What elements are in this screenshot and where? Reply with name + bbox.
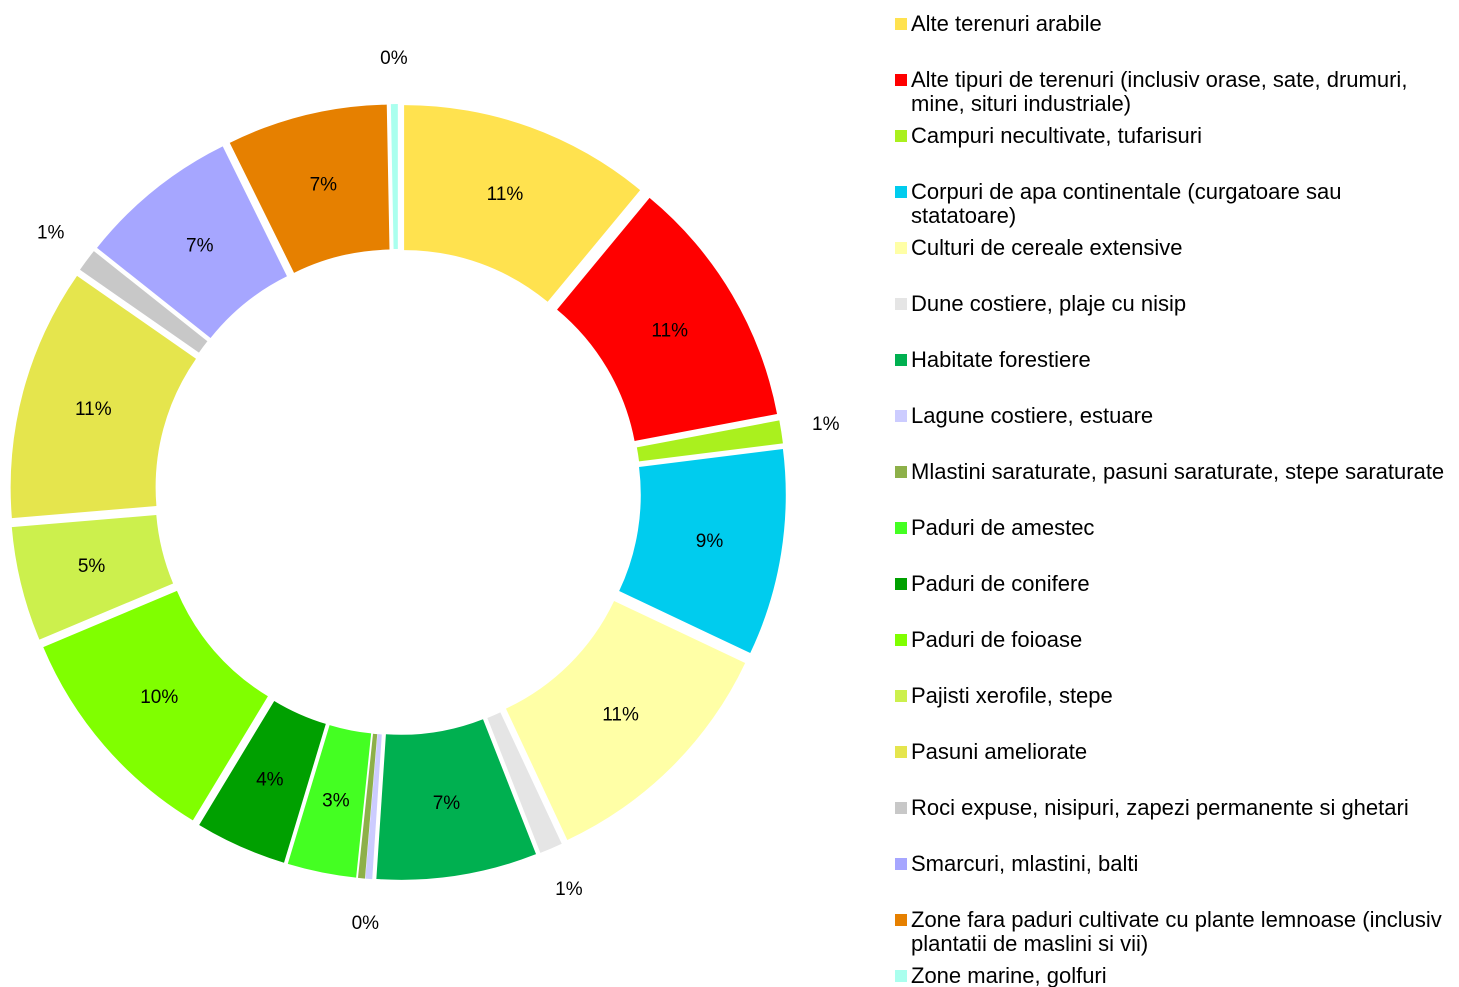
legend-label: Habitate forestiere [911, 347, 1091, 372]
donut-segment [636, 420, 783, 462]
donut-segment [11, 515, 174, 640]
data-label: 11% [651, 321, 688, 342]
legend-entry: Campuri necultivate, tufarisuri [895, 124, 1450, 148]
legend-entry: Habitate forestiere [895, 348, 1450, 372]
legend-swatch [895, 410, 907, 422]
donut: 11% 11% 1% 9% 11% 1% 7% 0% 3% 4% 10% 5% 11% 1% 7% 7% 0% [10, 48, 840, 934]
data-label: 3% [322, 790, 350, 811]
donut-segment [10, 275, 197, 519]
legend-swatch [895, 746, 907, 758]
legend-swatch [895, 858, 907, 870]
legend-label: Lagune costiere, estuare [911, 403, 1154, 428]
legend-label: Dune costiere, plaje cu nisip [911, 291, 1187, 316]
legend-label: Roci expuse, nisipuri, zapezi permanente… [911, 795, 1409, 820]
donut-segment [487, 712, 562, 853]
data-label: 1% [37, 222, 65, 243]
data-label: 5% [78, 556, 106, 577]
legend-swatch [895, 186, 907, 198]
legend-label: Corpuri de apa continentale (curgatoare … [911, 179, 1342, 228]
data-label: 7% [310, 174, 338, 195]
donut-segment [619, 449, 786, 654]
legend-swatch [895, 354, 907, 366]
donut-segment [376, 719, 537, 880]
legend-label: Culturi de cereale extensive [911, 235, 1183, 260]
data-label: 11% [487, 184, 524, 205]
legend-entry: Alte terenuri arabile [895, 12, 1450, 36]
legend-swatch [895, 130, 907, 142]
legend-entry: Paduri de foioase [895, 628, 1450, 652]
legend-label: Paduri de conifere [911, 571, 1090, 596]
donut-segment [357, 733, 378, 879]
data-label: 10% [140, 687, 178, 708]
data-label: 1% [555, 879, 583, 900]
donut-segment [390, 104, 398, 250]
donut-segment [365, 734, 382, 880]
legend-entry: Alte tipuri de terenuri (inclusiv orase,… [895, 68, 1450, 116]
legend-entry: Pasuni ameliorate [895, 740, 1450, 764]
donut-segment [505, 600, 746, 840]
legend-label: Pasuni ameliorate [911, 739, 1088, 764]
data-label: 1% [812, 414, 840, 435]
legend-swatch [895, 298, 907, 310]
data-label: 0% [352, 913, 380, 934]
legend-swatch [895, 74, 907, 86]
donut-segment [79, 251, 208, 353]
legend-label: Alte tipuri de terenuri (inclusiv orase,… [911, 67, 1408, 116]
legend-entry: Culturi de cereale extensive [895, 236, 1450, 260]
legend-label: Paduri de foioase [911, 627, 1083, 652]
data-label: 7% [186, 236, 214, 257]
legend-entry: Dune costiere, plaje cu nisip [895, 292, 1450, 316]
legend-swatch [895, 690, 907, 702]
legend-entry: Roci expuse, nisipuri, zapezi permanente… [895, 796, 1450, 820]
legend-swatch [895, 18, 907, 30]
legend-label: Paduri de amestec [911, 515, 1095, 540]
data-label: 9% [696, 531, 724, 552]
legend-swatch [895, 466, 907, 478]
legend-swatch [895, 970, 907, 982]
legend-label: Smarcuri, mlastini, balti [911, 851, 1139, 876]
legend-label: Pajisti xerofile, stepe [911, 683, 1113, 708]
legend-swatch [895, 914, 907, 926]
data-label: 11% [602, 705, 639, 726]
legend-label: Alte terenuri arabile [911, 11, 1102, 36]
donut-segment [43, 590, 268, 821]
legend-swatch [895, 802, 907, 814]
legend-label: Zone marine, golfuri [911, 963, 1107, 987]
legend-entry: Corpuri de apa continentale (curgatoare … [895, 180, 1450, 228]
donut-segment [404, 105, 641, 302]
legend-entry: Lagune costiere, estuare [895, 404, 1450, 428]
donut-segment [287, 725, 372, 878]
legend-entry: Pajisti xerofile, stepe [895, 684, 1450, 708]
legend-entry: Paduri de conifere [895, 572, 1450, 596]
legend-swatch [895, 578, 907, 590]
legend-label: Zone fara paduri cultivate cu plante lem… [911, 907, 1442, 956]
legend-swatch [895, 242, 907, 254]
donut-segment [557, 197, 778, 441]
data-label: 0% [380, 48, 408, 69]
data-label: 7% [433, 793, 461, 814]
legend-entry: Smarcuri, mlastini, balti [895, 852, 1450, 876]
donut-segment [97, 146, 287, 339]
data-label: 11% [75, 399, 112, 420]
donut-segment [229, 104, 390, 273]
donut-segment [199, 700, 326, 863]
legend-entry: Mlastini saraturate, pasuni saraturate, … [895, 460, 1450, 484]
legend-entry: Zone fara paduri cultivate cu plante lem… [895, 908, 1450, 956]
data-label: 4% [256, 769, 284, 790]
legend-swatch [895, 634, 907, 646]
legend-label: Mlastini saraturate, pasuni saraturate, … [911, 459, 1445, 484]
legend-label: Campuri necultivate, tufarisuri [911, 123, 1203, 148]
legend-swatch [895, 522, 907, 534]
legend-entry: Zone marine, golfuri [895, 964, 1450, 987]
legend-entry: Paduri de amestec [895, 516, 1450, 540]
